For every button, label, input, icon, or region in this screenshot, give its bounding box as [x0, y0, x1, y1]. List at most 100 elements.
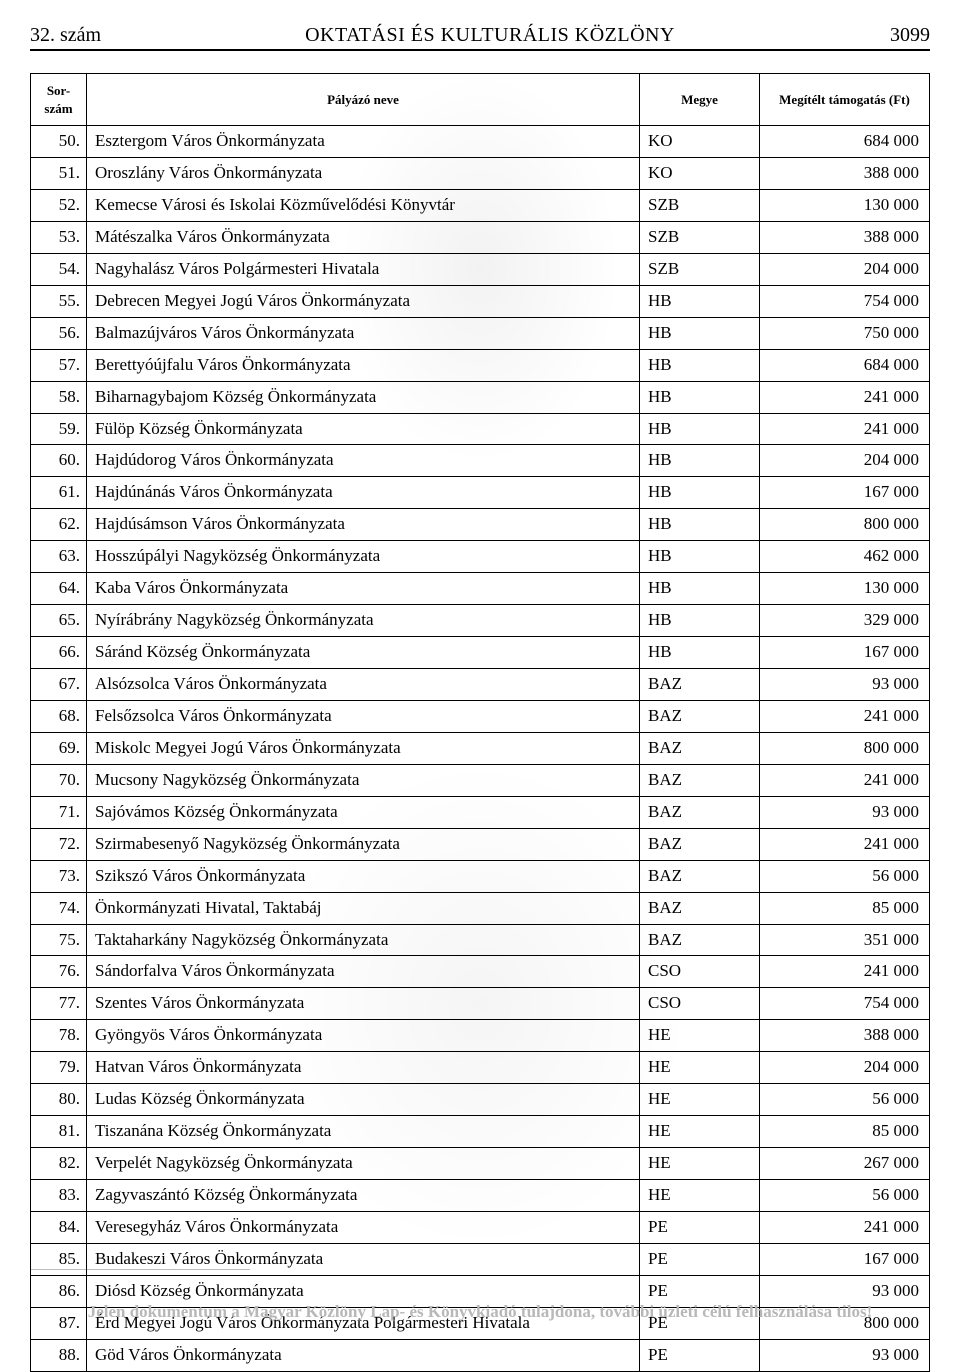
table-row: 64.Kaba Város ÖnkormányzataHB130 000 — [31, 573, 930, 605]
cell-sor: 85. — [31, 1243, 87, 1275]
cell-name: Önkormányzati Hivatal, Taktabáj — [87, 892, 640, 924]
cell-amount: 167 000 — [760, 477, 930, 509]
cell-megye: HB — [640, 349, 760, 381]
cell-megye: SZB — [640, 221, 760, 253]
cell-amount: 462 000 — [760, 541, 930, 573]
footer-text: Jelen dokumentum a Magyar Közlöny Lap- é… — [0, 1302, 960, 1322]
cell-amount: 85 000 — [760, 892, 930, 924]
cell-megye: HE — [640, 1148, 760, 1180]
cell-sor: 84. — [31, 1211, 87, 1243]
cell-megye: HB — [640, 317, 760, 349]
cell-amount: 204 000 — [760, 253, 930, 285]
cell-amount: 241 000 — [760, 1211, 930, 1243]
table-row: 84.Veresegyház Város ÖnkormányzataPE241 … — [31, 1211, 930, 1243]
cell-megye: KO — [640, 126, 760, 158]
cell-name: Göd Város Önkormányzata — [87, 1339, 640, 1371]
cell-name: Biharnagybajom Község Önkormányzata — [87, 381, 640, 413]
cell-name: Veresegyház Város Önkormányzata — [87, 1211, 640, 1243]
cell-sor: 65. — [31, 605, 87, 637]
cell-sor: 72. — [31, 828, 87, 860]
cell-megye: CSO — [640, 988, 760, 1020]
cell-sor: 88. — [31, 1339, 87, 1371]
cell-sor: 73. — [31, 860, 87, 892]
cell-name: Hajdúnánás Város Önkormányzata — [87, 477, 640, 509]
cell-megye: BAZ — [640, 764, 760, 796]
cell-name: Fülöp Község Önkormányzata — [87, 413, 640, 445]
cell-megye: SZB — [640, 253, 760, 285]
cell-amount: 241 000 — [760, 956, 930, 988]
table-row: 68.Felsőzsolca Város ÖnkormányzataBAZ241… — [31, 700, 930, 732]
cell-megye: BAZ — [640, 892, 760, 924]
cell-name: Zagyvaszántó Község Önkormányzata — [87, 1180, 640, 1212]
cell-name: Mátészalka Város Önkormányzata — [87, 221, 640, 253]
cell-megye: PE — [640, 1211, 760, 1243]
cell-sor: 63. — [31, 541, 87, 573]
cell-megye: BAZ — [640, 796, 760, 828]
cell-megye: HE — [640, 1116, 760, 1148]
cell-name: Nagyhalász Város Polgármesteri Hivatala — [87, 253, 640, 285]
table-row: 66.Sáránd Község ÖnkormányzataHB167 000 — [31, 637, 930, 669]
cell-megye: HB — [640, 477, 760, 509]
cell-sor: 64. — [31, 573, 87, 605]
cell-megye: CSO — [640, 956, 760, 988]
grants-table: Sor- szám Pályázó neve Megye Megítélt tá… — [30, 73, 930, 1372]
cell-sor: 77. — [31, 988, 87, 1020]
col-megye: Megye — [640, 74, 760, 126]
cell-sor: 81. — [31, 1116, 87, 1148]
cell-name: Alsózsolca Város Önkormányzata — [87, 669, 640, 701]
cell-megye: HE — [640, 1020, 760, 1052]
cell-amount: 93 000 — [760, 796, 930, 828]
cell-amount: 56 000 — [760, 860, 930, 892]
cell-megye: HB — [640, 509, 760, 541]
cell-sor: 76. — [31, 956, 87, 988]
table-row: 60.Hajdúdorog Város ÖnkormányzataHB204 0… — [31, 445, 930, 477]
table-row: 82.Verpelét Nagyközség ÖnkormányzataHE26… — [31, 1148, 930, 1180]
table-row: 54.Nagyhalász Város Polgármesteri Hivata… — [31, 253, 930, 285]
cell-name: Mucsony Nagyközség Önkormányzata — [87, 764, 640, 796]
cell-sor: 69. — [31, 732, 87, 764]
cell-megye: BAZ — [640, 828, 760, 860]
table-row: 63.Hosszúpályi Nagyközség ÖnkormányzataH… — [31, 541, 930, 573]
page-content: 32. szám OKTATÁSI ÉS KULTURÁLIS KÖZLÖNY … — [0, 0, 960, 1372]
cell-sor: 67. — [31, 669, 87, 701]
cell-megye: HB — [640, 381, 760, 413]
cell-megye: HB — [640, 413, 760, 445]
cell-amount: 388 000 — [760, 1020, 930, 1052]
cell-sor: 60. — [31, 445, 87, 477]
cell-name: Sajóvámos Község Önkormányzata — [87, 796, 640, 828]
table-row: 51.Oroszlány Város ÖnkormányzataKO388 00… — [31, 158, 930, 190]
header-title: OKTATÁSI ÉS KULTURÁLIS KÖZLÖNY — [130, 24, 850, 47]
cell-amount: 388 000 — [760, 221, 930, 253]
cell-megye: BAZ — [640, 924, 760, 956]
cell-name: Kaba Város Önkormányzata — [87, 573, 640, 605]
cell-sor: 80. — [31, 1084, 87, 1116]
cell-sor: 66. — [31, 637, 87, 669]
table-row: 53.Mátészalka Város ÖnkormányzataSZB388 … — [31, 221, 930, 253]
table-row: 72.Szirmabesenyő Nagyközség Önkormányzat… — [31, 828, 930, 860]
cell-megye: HB — [640, 541, 760, 573]
cell-amount: 204 000 — [760, 1052, 930, 1084]
table-row: 62.Hajdúsámson Város ÖnkormányzataHB800 … — [31, 509, 930, 541]
cell-amount: 388 000 — [760, 158, 930, 190]
cell-sor: 54. — [31, 253, 87, 285]
cell-amount: 267 000 — [760, 1148, 930, 1180]
table-row: 81.Tiszanána Község ÖnkormányzataHE85 00… — [31, 1116, 930, 1148]
cell-megye: HB — [640, 445, 760, 477]
cell-sor: 83. — [31, 1180, 87, 1212]
cell-megye: HB — [640, 605, 760, 637]
table-row: 55.Debrecen Megyei Jogú Város Önkormányz… — [31, 285, 930, 317]
cell-name: Kemecse Városi és Iskolai Közművelődési … — [87, 189, 640, 221]
cell-amount: 800 000 — [760, 509, 930, 541]
cell-name: Nyírábrány Nagyközség Önkormányzata — [87, 605, 640, 637]
cell-amount: 130 000 — [760, 189, 930, 221]
cell-amount: 329 000 — [760, 605, 930, 637]
table-row: 52.Kemecse Városi és Iskolai Közművelődé… — [31, 189, 930, 221]
cell-amount: 754 000 — [760, 285, 930, 317]
table-row: 57.Berettyóújfalu Város ÖnkormányzataHB6… — [31, 349, 930, 381]
cell-name: Hajdúdorog Város Önkormányzata — [87, 445, 640, 477]
cell-amount: 241 000 — [760, 828, 930, 860]
cell-sor: 78. — [31, 1020, 87, 1052]
cell-name: Berettyóújfalu Város Önkormányzata — [87, 349, 640, 381]
cell-amount: 684 000 — [760, 126, 930, 158]
cell-amount: 56 000 — [760, 1180, 930, 1212]
